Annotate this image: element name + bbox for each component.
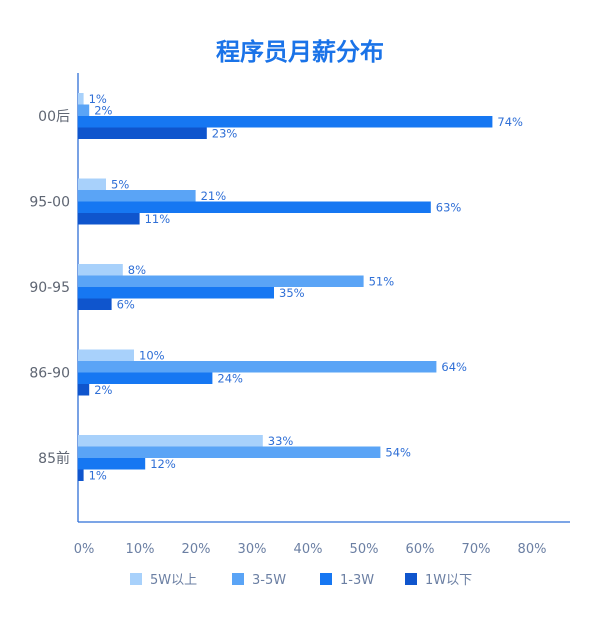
- legend-swatch-series-3: [405, 573, 417, 585]
- data-label-85-series-0: 33%: [268, 434, 294, 448]
- data-label-86-90-series-2: 24%: [217, 372, 243, 386]
- bar-85-series-0: [78, 435, 263, 447]
- category-label-95-00: 95-00: [29, 195, 70, 211]
- bar-95-00-series-3: [78, 213, 140, 225]
- chart-legend: 5W以上 3-5W 1-3W 1W以下: [130, 573, 472, 588]
- legend-swatch-series-1: [232, 573, 244, 585]
- data-label-00-series-3: 23%: [212, 127, 238, 141]
- legend-label-series-3: 1W以下: [425, 573, 472, 588]
- bar-00-series-3: [78, 127, 207, 139]
- x-tick-label-7: 70%: [462, 542, 491, 557]
- x-tick-label-8: 80%: [518, 542, 547, 557]
- data-label-00-series-2: 74%: [497, 115, 523, 129]
- x-tick-label-3: 30%: [238, 542, 267, 557]
- data-label-95-00-series-0: 5%: [111, 178, 129, 192]
- bar-95-00-series-2: [78, 201, 431, 213]
- data-label-85-series-1: 54%: [385, 446, 411, 460]
- data-label-85-series-2: 12%: [150, 457, 176, 471]
- x-tick-label-1: 10%: [126, 542, 155, 557]
- bar-86-90-series-0: [78, 349, 134, 361]
- data-label-95-00-series-1: 21%: [201, 189, 227, 203]
- data-label-95-00-series-3: 11%: [145, 212, 171, 226]
- legend-label-series-2: 1-3W: [340, 573, 374, 588]
- x-tick-label-4: 40%: [294, 542, 323, 557]
- bar-85-series-1: [78, 446, 381, 458]
- x-tick-label-2: 20%: [182, 542, 211, 557]
- category-label-86-90: 86-90: [29, 366, 70, 382]
- data-label-00-series-1: 2%: [94, 104, 112, 118]
- bar-86-90-series-2: [78, 372, 213, 384]
- x-tick-label-0: 0%: [74, 542, 95, 557]
- bar-95-00-series-0: [78, 178, 106, 190]
- data-label-86-90-series-3: 2%: [94, 383, 112, 397]
- bar-00-series-2: [78, 116, 493, 128]
- legend-label-series-1: 3-5W: [252, 573, 286, 588]
- bar-90-95-series-2: [78, 287, 274, 299]
- bar-86-90-series-3: [78, 384, 90, 396]
- data-label-90-95-series-2: 35%: [279, 286, 305, 300]
- bar-85-series-2: [78, 458, 146, 470]
- category-label-85: 85前: [38, 450, 70, 467]
- legend-label-series-0: 5W以上: [150, 573, 197, 588]
- bar-90-95-series-1: [78, 275, 364, 287]
- legend-swatch-series-2: [320, 573, 332, 585]
- data-label-95-00-series-2: 63%: [436, 201, 462, 215]
- data-label-00-series-0: 1%: [89, 92, 107, 106]
- bar-00-series-1: [78, 104, 90, 116]
- bar-85-series-3: [78, 469, 84, 481]
- bar-86-90-series-1: [78, 361, 437, 373]
- data-label-90-95-series-3: 6%: [117, 298, 135, 312]
- chart-bars: 1%2%74%23%5%21%63%11%8%51%35%6%10%64%24%…: [78, 92, 523, 483]
- legend-swatch-series-0: [130, 573, 142, 585]
- x-tick-label-6: 60%: [406, 542, 435, 557]
- chart-title: 程序员月薪分布: [216, 38, 384, 66]
- data-label-86-90-series-0: 10%: [139, 349, 165, 363]
- bar-90-95-series-0: [78, 264, 123, 276]
- category-label-00: 00后: [38, 109, 70, 125]
- bar-90-95-series-3: [78, 298, 112, 310]
- data-label-86-90-series-1: 64%: [441, 360, 467, 374]
- category-label-90-95: 90-95: [29, 280, 70, 296]
- bar-95-00-series-1: [78, 190, 196, 202]
- bar-00-series-0: [78, 93, 84, 105]
- x-tick-label-5: 50%: [350, 542, 379, 557]
- data-label-85-series-3: 1%: [89, 469, 107, 483]
- x-tick-labels: 0% 10% 20% 30% 40% 50% 60% 70% 80%: [74, 542, 547, 557]
- data-label-90-95-series-0: 8%: [128, 263, 146, 277]
- data-label-90-95-series-1: 51%: [369, 275, 395, 289]
- category-labels: 00后 95-00 90-95 86-90 85前: [29, 109, 70, 467]
